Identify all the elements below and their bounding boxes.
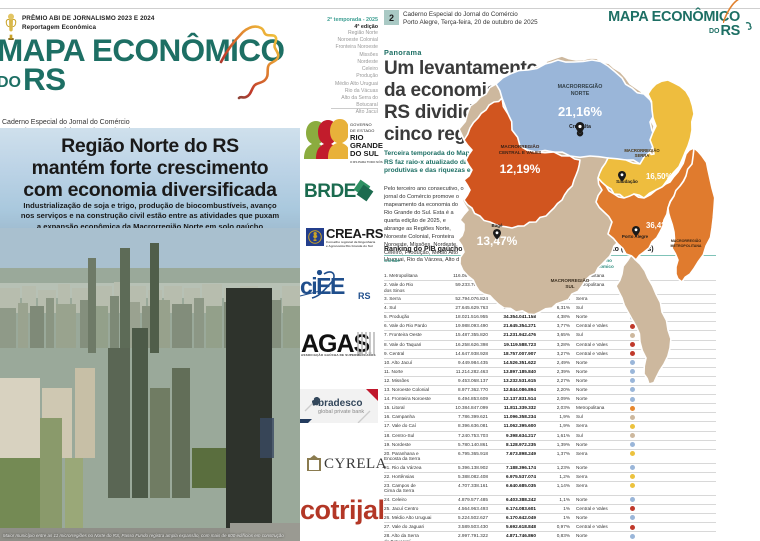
svg-text:16,50%: 16,50% [646,172,673,181]
svg-text:NORTE: NORTE [571,91,590,97]
svg-text:SUL: SUL [565,284,574,289]
svg-text:SERRA: SERRA [635,153,650,158]
svg-text:Saúdação: Saúdação [616,179,638,184]
svg-text:MACRORREGIÃO: MACRORREGIÃO [671,238,702,243]
svg-text:MACRORREGIÃO: MACRORREGIÃO [501,143,540,149]
svg-text:ciEE: ciEE [300,273,345,299]
svg-text:METROPOLITANA: METROPOLITANA [670,244,701,248]
svg-text:MACRORREGIÃO: MACRORREGIÃO [558,83,603,90]
svg-text:36,42%: 36,42% [646,221,673,230]
svg-text:21,16%: 21,16% [558,104,603,119]
svg-text:CENTRAL E VALES: CENTRAL E VALES [499,150,541,155]
svg-text:MACRORREGIÃO: MACRORREGIÃO [551,277,590,283]
svg-text:12,19%: 12,19% [500,162,541,176]
svg-text:Bagé: Bagé [491,223,503,228]
